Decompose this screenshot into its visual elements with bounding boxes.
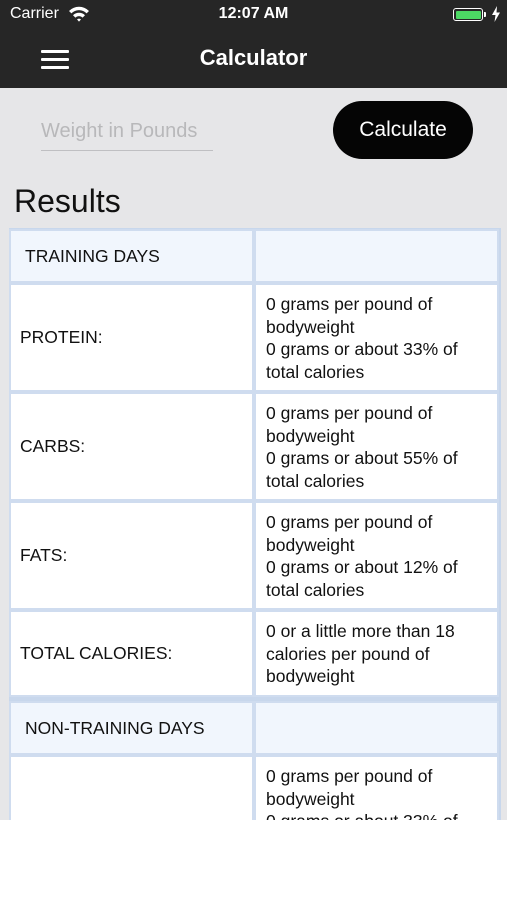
training-days-header: TRAINING DAYS <box>9 229 254 283</box>
table-row-training-fats: FATS: 0 grams per pound of bodyweight 0 … <box>9 501 501 610</box>
table-row-training-calories: TOTAL CALORIES: 0 or a little more than … <box>9 610 501 697</box>
protein-value: 0 grams per pound of bodyweight 0 grams … <box>254 283 499 392</box>
fats-calorie-share: 0 grams or about 12% of total calories <box>266 557 458 600</box>
carbs-value: 0 grams per pound of bodyweight 0 grams … <box>254 392 499 501</box>
carbs-calorie-share: 0 grams or about 55% of total calories <box>266 448 458 491</box>
wifi-icon <box>69 6 89 22</box>
protein-calorie-share: 0 grams or about 33% of total calories <box>266 339 458 382</box>
table-row-training-carbs: CARBS: 0 grams per pound of bodyweight 0… <box>9 392 501 501</box>
header-empty-cell <box>254 229 499 283</box>
carbs-label: CARBS: <box>9 392 254 501</box>
fats-label: FATS: <box>9 501 254 610</box>
status-bar: Carrier 12:07 AM <box>0 0 507 30</box>
total-calories-value: 0 or a little more than 18 calories per … <box>254 610 499 697</box>
results-area: Results TRAINING DAYS PROTEIN: 0 grams p… <box>0 180 507 820</box>
header-empty-cell <box>254 701 499 755</box>
total-calories-label: TOTAL CALORIES: <box>9 610 254 697</box>
protein-label: PROTEIN: <box>9 283 254 392</box>
weight-input[interactable] <box>41 112 213 151</box>
bottom-blank-area <box>0 820 507 900</box>
table-row-non-training-protein: PROTEIN: 0 grams per pound of bodyweight… <box>9 755 501 820</box>
non-training-protein-per-pound: 0 grams per pound of bodyweight <box>266 766 433 809</box>
battery-icon <box>453 8 483 21</box>
protein-per-pound: 0 grams per pound of bodyweight <box>266 294 433 337</box>
table-row-training-header: TRAINING DAYS <box>9 229 501 283</box>
calculate-button[interactable]: Calculate <box>333 101 473 159</box>
charging-bolt-icon <box>492 6 500 22</box>
clock: 12:07 AM <box>218 5 289 22</box>
results-heading: Results <box>14 183 121 219</box>
table-row-non-training-header: NON-TRAINING DAYS <box>9 701 501 755</box>
fats-per-pound: 0 grams per pound of bodyweight <box>266 512 433 555</box>
non-training-protein-value: 0 grams per pound of bodyweight 0 grams … <box>254 755 499 820</box>
non-training-protein-label: PROTEIN: <box>9 755 254 820</box>
table-section-gap <box>9 697 501 701</box>
battery-nub <box>484 12 486 17</box>
non-training-protein-calorie-share: 0 grams or about 33% of total calories <box>266 810 487 820</box>
fats-value: 0 grams per pound of bodyweight 0 grams … <box>254 501 499 610</box>
input-panel: Calculate <box>0 88 507 180</box>
carrier-label: Carrier <box>10 5 59 22</box>
carbs-per-pound: 0 grams per pound of bodyweight <box>266 403 433 446</box>
hamburger-menu-icon[interactable] <box>38 48 72 72</box>
navigation-bar: Calculator <box>0 30 507 88</box>
non-training-days-header: NON-TRAINING DAYS <box>9 701 254 755</box>
table-row-training-protein: PROTEIN: 0 grams per pound of bodyweight… <box>9 283 501 392</box>
results-table: TRAINING DAYS PROTEIN: 0 grams per pound… <box>9 228 501 820</box>
page-title: Calculator <box>199 45 308 70</box>
